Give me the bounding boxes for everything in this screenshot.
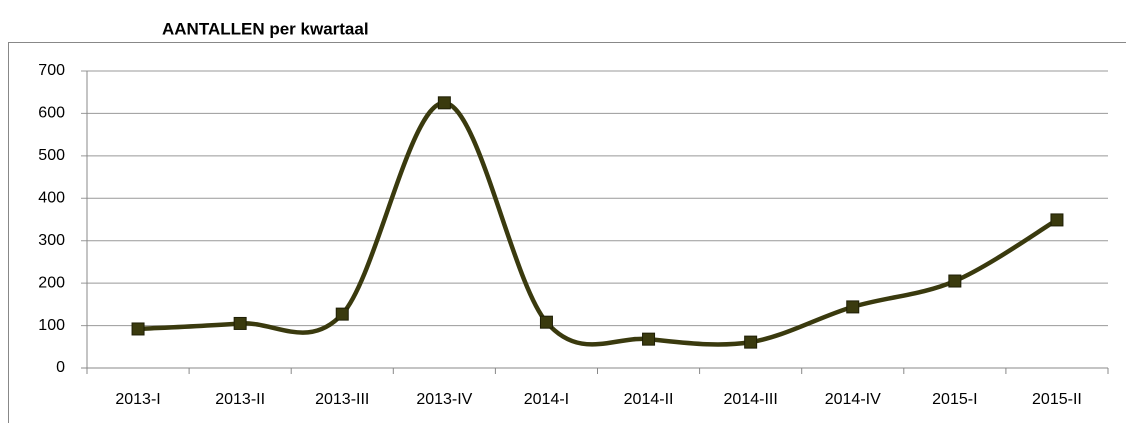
- chart-title: AANTALLEN per kwartaal: [162, 19, 369, 38]
- x-tick-label: 2013-IV: [416, 391, 472, 408]
- y-tick-label: 600: [38, 105, 65, 122]
- y-tick-label: 100: [38, 317, 65, 334]
- x-tick-label: 2014-II: [624, 391, 674, 408]
- x-tick-label: 2014-IV: [825, 391, 881, 408]
- series-line: [137, 100, 1059, 347]
- marker: [437, 96, 451, 110]
- marker: [846, 300, 860, 314]
- x-tick-label: 2014-I: [524, 391, 569, 408]
- marker: [233, 316, 247, 330]
- marker: [642, 332, 656, 346]
- y-tick-label: 700: [38, 62, 65, 79]
- marker: [335, 307, 349, 321]
- marker: [948, 274, 962, 288]
- y-tick-label: 500: [38, 147, 65, 164]
- chart-frame: [8, 42, 1126, 423]
- x-tick-label: 2015-II: [1032, 391, 1082, 408]
- x-tick-label: 2013-III: [315, 391, 369, 408]
- x-tick-label: 2013-I: [115, 391, 160, 408]
- x-tick-label: 2014-III: [724, 391, 778, 408]
- marker: [539, 315, 553, 329]
- x-tick-label: 2015-I: [932, 391, 977, 408]
- marker: [131, 322, 145, 336]
- marker: [1050, 213, 1064, 227]
- x-tick-label: 2013-II: [215, 391, 265, 408]
- y-tick-label: 300: [38, 232, 65, 249]
- y-tick-label: 0: [56, 359, 65, 376]
- y-tick-label: 200: [38, 274, 65, 291]
- y-tick-label: 400: [38, 190, 65, 207]
- marker: [744, 335, 758, 349]
